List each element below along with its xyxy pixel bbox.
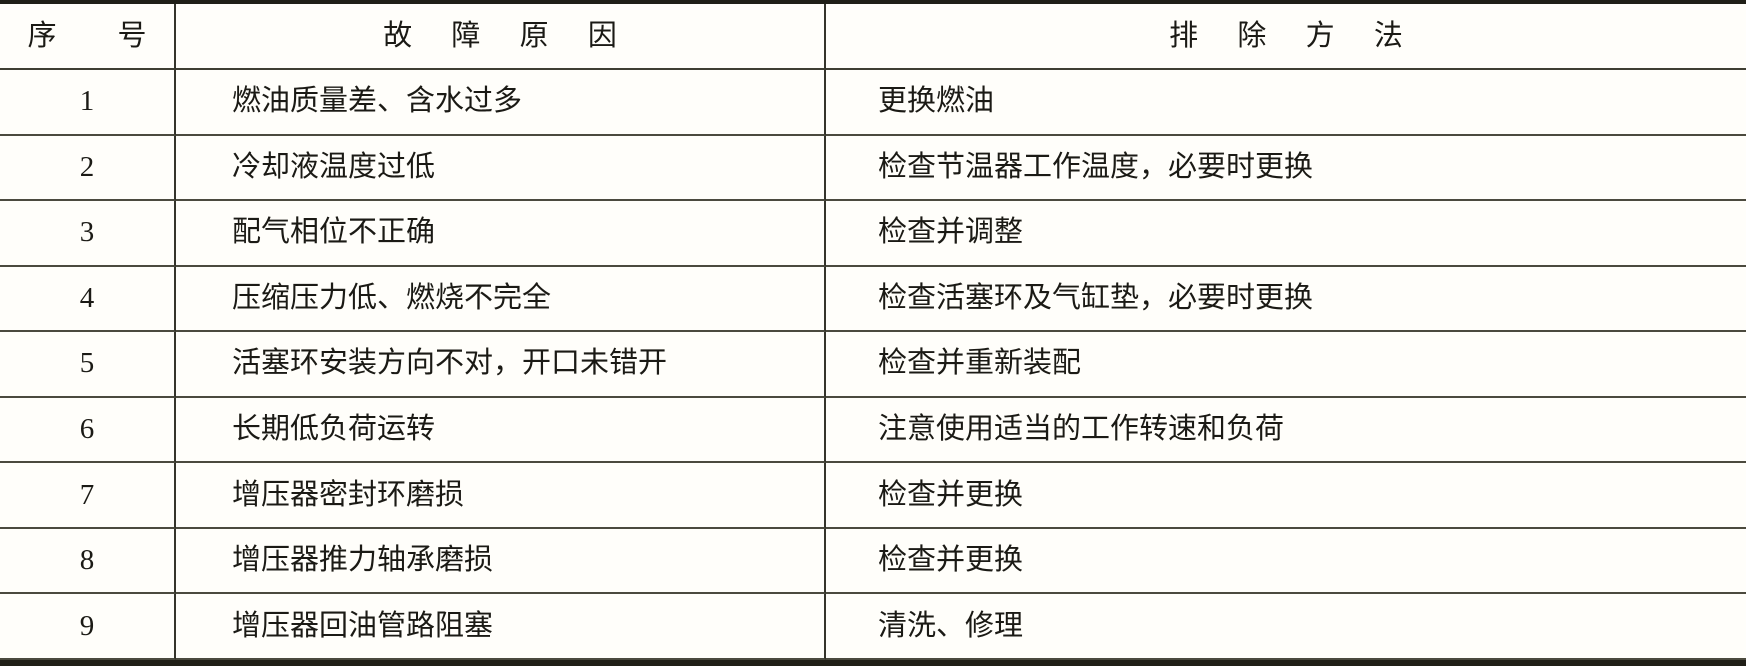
remedy-cell: 检查并更换 <box>826 529 1746 595</box>
serial-cell: 3 <box>0 201 176 267</box>
remedy-cell: 检查并更换 <box>826 463 1746 529</box>
serial-cell: 5 <box>0 332 176 398</box>
serial-cell: 2 <box>0 135 176 202</box>
cause-cell: 增压器密封环磨损 <box>176 463 826 529</box>
remedy-cell: 注意使用适当的工作转速和负荷 <box>826 398 1746 464</box>
column-header-cause: 故 障 原 因 <box>176 4 826 70</box>
serial-cell: 9 <box>0 594 176 660</box>
cause-cell: 配气相位不正确 <box>176 201 826 267</box>
column-header-serial: 序 号 <box>0 4 176 70</box>
cause-cell: 增压器回油管路阻塞 <box>176 594 826 660</box>
cause-cell: 增压器推力轴承磨损 <box>176 528 826 595</box>
column-header-remedy: 排 除 方 法 <box>826 4 1746 70</box>
remedy-cell: 检查并调整 <box>826 201 1746 267</box>
serial-cell: 6 <box>0 397 176 464</box>
cause-cell: 活塞环安装方向不对，开口未错开 <box>176 332 826 398</box>
remedy-cell: 检查并重新装配 <box>826 332 1746 398</box>
remedy-cell: 更换燃油 <box>826 70 1746 136</box>
serial-cell: 7 <box>0 463 176 529</box>
remedy-cell: 检查节温器工作温度，必要时更换 <box>826 136 1746 202</box>
serial-cell: 1 <box>0 70 176 136</box>
serial-cell: 4 <box>0 266 176 333</box>
cause-cell: 长期低负荷运转 <box>176 397 826 464</box>
cause-cell: 冷却液温度过低 <box>176 135 826 202</box>
cause-cell: 燃油质量差、含水过多 <box>176 70 826 136</box>
remedy-cell: 清洗、修理 <box>826 594 1746 660</box>
remedy-cell: 检查活塞环及气缸垫，必要时更换 <box>826 267 1746 333</box>
cause-cell: 压缩压力低、燃烧不完全 <box>176 266 826 333</box>
serial-cell: 8 <box>0 528 176 595</box>
